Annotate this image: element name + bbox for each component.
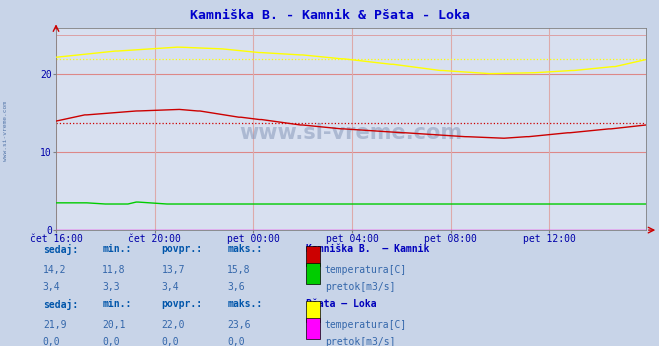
Text: pretok[m3/s]: pretok[m3/s] <box>325 337 395 346</box>
Text: 3,6: 3,6 <box>227 282 245 292</box>
Text: min.:: min.: <box>102 299 132 309</box>
Text: povpr.:: povpr.: <box>161 244 202 254</box>
Text: Kamniška B. - Kamnik & Pšata - Loka: Kamniška B. - Kamnik & Pšata - Loka <box>190 9 469 22</box>
Text: 11,8: 11,8 <box>102 265 126 275</box>
Text: min.:: min.: <box>102 244 132 254</box>
Text: sedaj:: sedaj: <box>43 299 78 310</box>
Text: temperatura[C]: temperatura[C] <box>325 320 407 330</box>
Text: pretok[m3/s]: pretok[m3/s] <box>325 282 395 292</box>
Text: Kamniška B.  – Kamnik: Kamniška B. – Kamnik <box>306 244 430 254</box>
Text: 13,7: 13,7 <box>161 265 185 275</box>
Text: 0,0: 0,0 <box>161 337 179 346</box>
Text: 14,2: 14,2 <box>43 265 67 275</box>
Text: www.si-vreme.com: www.si-vreme.com <box>3 101 8 162</box>
Text: povpr.:: povpr.: <box>161 299 202 309</box>
Text: temperatura[C]: temperatura[C] <box>325 265 407 275</box>
Text: 22,0: 22,0 <box>161 320 185 330</box>
Text: 23,6: 23,6 <box>227 320 251 330</box>
Text: 20,1: 20,1 <box>102 320 126 330</box>
Text: 3,3: 3,3 <box>102 282 120 292</box>
Text: maks.:: maks.: <box>227 244 262 254</box>
Text: sedaj:: sedaj: <box>43 244 78 255</box>
Text: 3,4: 3,4 <box>43 282 61 292</box>
Text: 3,4: 3,4 <box>161 282 179 292</box>
Text: 0,0: 0,0 <box>227 337 245 346</box>
Text: 15,8: 15,8 <box>227 265 251 275</box>
Text: 0,0: 0,0 <box>102 337 120 346</box>
Text: www.si-vreme.com: www.si-vreme.com <box>239 123 463 143</box>
Text: maks.:: maks.: <box>227 299 262 309</box>
Text: 0,0: 0,0 <box>43 337 61 346</box>
Text: Pšata – Loka: Pšata – Loka <box>306 299 377 309</box>
Text: 21,9: 21,9 <box>43 320 67 330</box>
